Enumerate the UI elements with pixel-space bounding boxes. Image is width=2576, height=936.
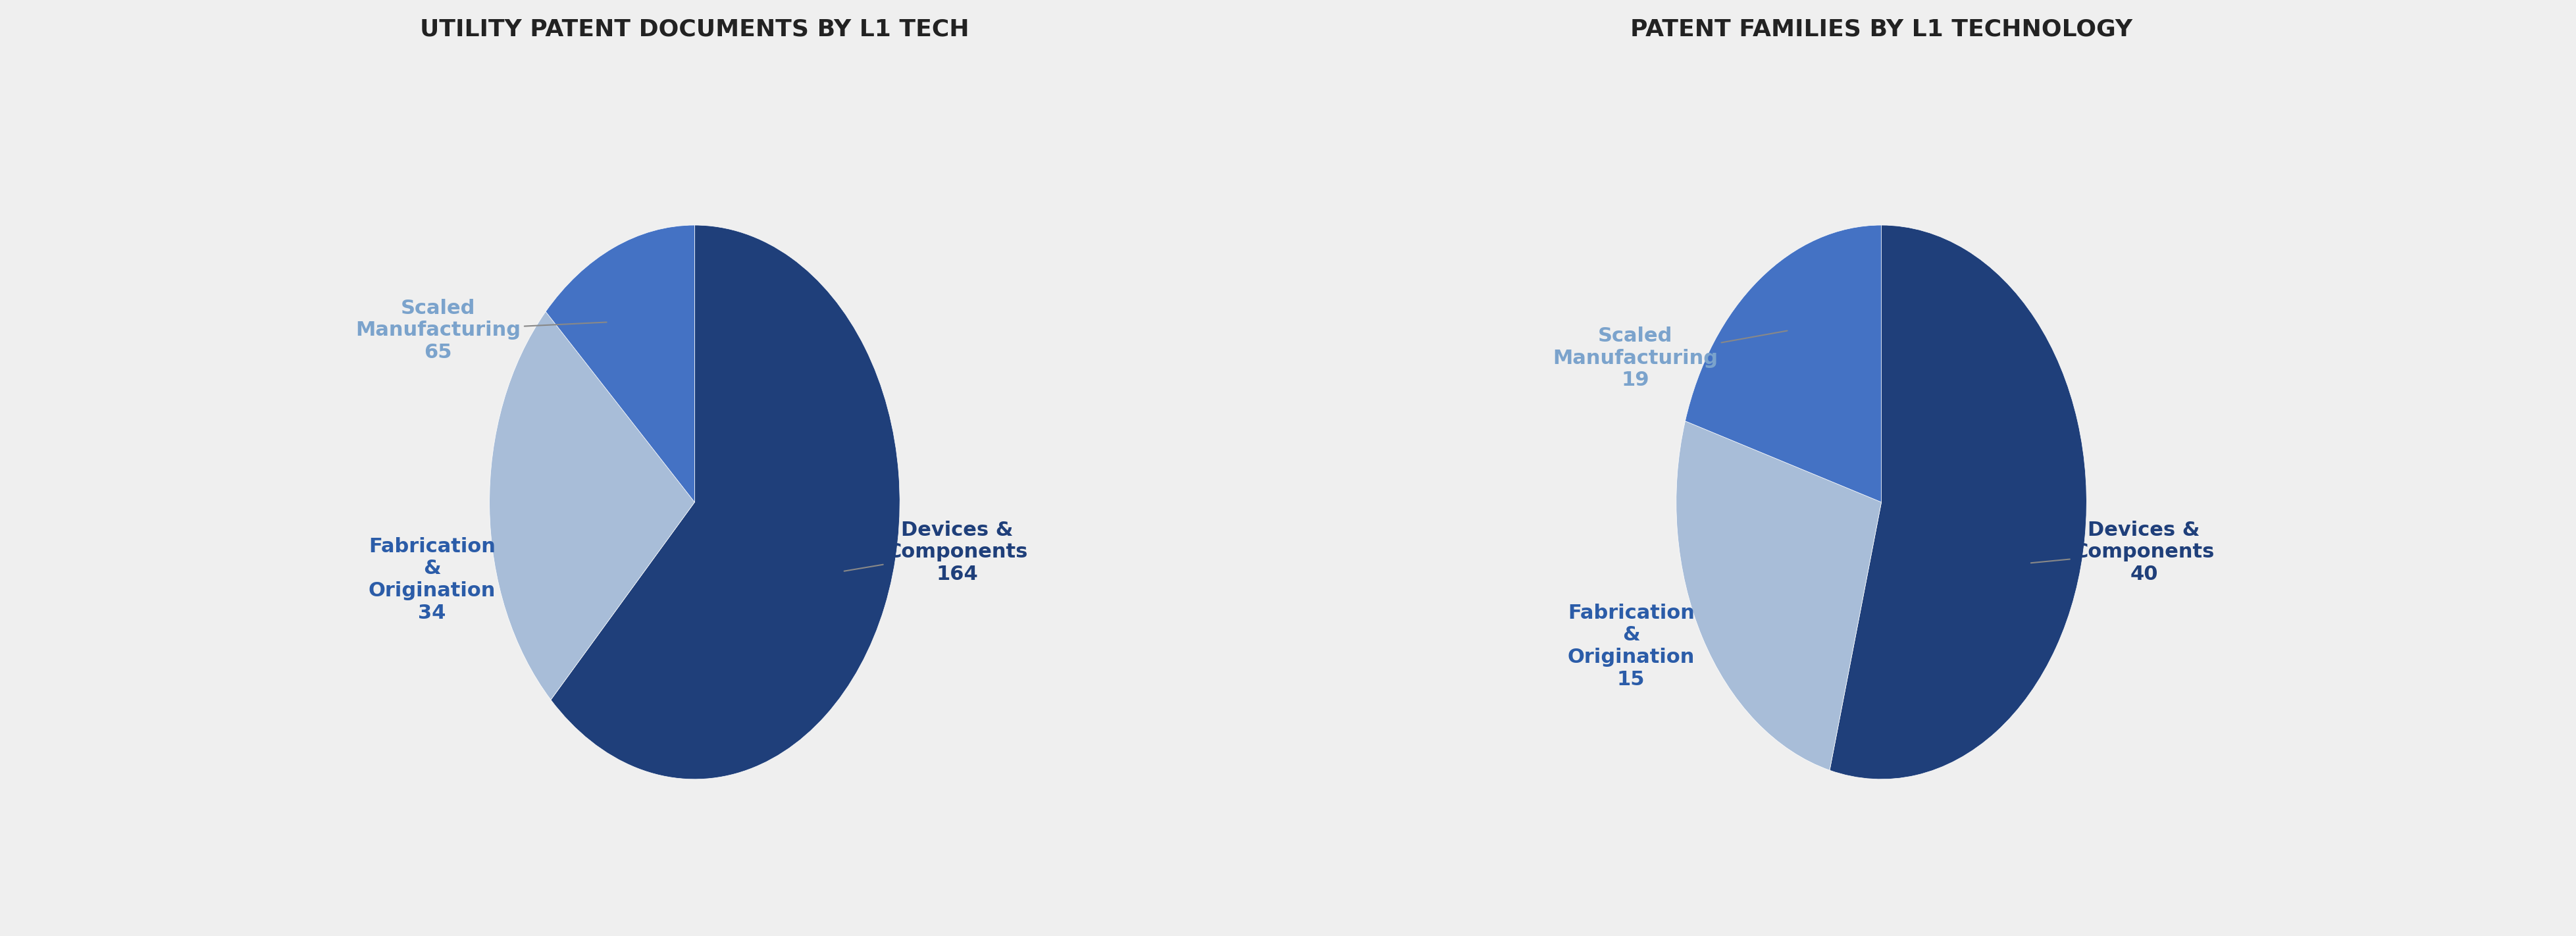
Text: Fabrication
&
Origination
34: Fabrication & Origination 34 bbox=[368, 537, 495, 622]
Wedge shape bbox=[1677, 421, 1880, 770]
Wedge shape bbox=[546, 226, 696, 503]
Title: UTILITY PATENT DOCUMENTS BY L1 TECH: UTILITY PATENT DOCUMENTS BY L1 TECH bbox=[420, 19, 969, 40]
Wedge shape bbox=[1685, 226, 1880, 503]
Wedge shape bbox=[489, 312, 696, 700]
Text: Scaled
Manufacturing
19: Scaled Manufacturing 19 bbox=[1553, 327, 1788, 389]
Wedge shape bbox=[551, 226, 899, 779]
Text: Devices &
Components
40: Devices & Components 40 bbox=[2030, 520, 2215, 584]
Text: Fabrication
&
Origination
15: Fabrication & Origination 15 bbox=[1566, 604, 1695, 689]
Title: PATENT FAMILIES BY L1 TECHNOLOGY: PATENT FAMILIES BY L1 TECHNOLOGY bbox=[1631, 19, 2133, 40]
Wedge shape bbox=[1829, 226, 2087, 779]
Text: Scaled
Manufacturing
65: Scaled Manufacturing 65 bbox=[355, 299, 605, 362]
Text: Devices &
Components
164: Devices & Components 164 bbox=[845, 520, 1028, 584]
